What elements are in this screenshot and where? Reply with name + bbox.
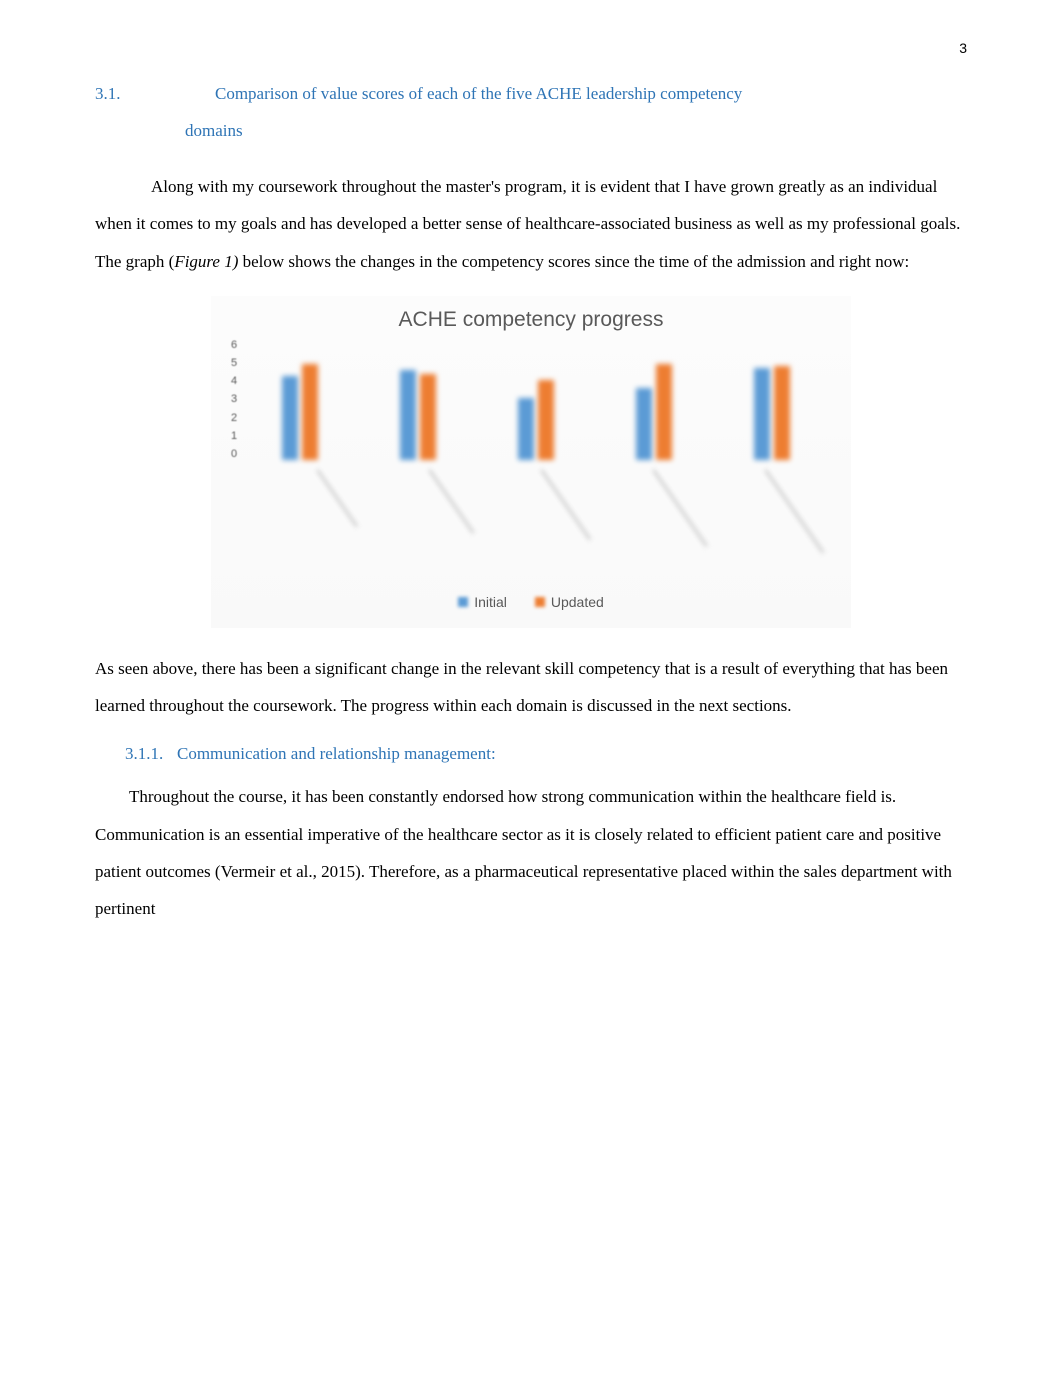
- paragraph-1: Along with my coursework throughout the …: [95, 168, 967, 280]
- x-axis-label-blurred: [428, 469, 475, 535]
- chart-title: ACHE competency progress: [231, 308, 831, 332]
- legend-swatch: [535, 597, 545, 607]
- legend-item: Initial: [458, 594, 507, 610]
- bar-group: [518, 380, 554, 460]
- subsection-title: Communication and relationship managemen…: [177, 744, 496, 763]
- legend-item: Updated: [535, 594, 604, 610]
- paragraph-3: Throughout the course, it has been const…: [95, 778, 967, 928]
- y-axis-tick: 3: [231, 394, 237, 405]
- figure-reference: Figure 1): [174, 252, 238, 271]
- chart-plot-area: 0 1 2 3 4 5 6: [231, 340, 831, 460]
- section-heading-3-1: 3.1.Comparison of value scores of each o…: [125, 75, 967, 150]
- bar-group: [282, 364, 318, 460]
- legend-label: Updated: [551, 594, 604, 610]
- bar-group: [400, 370, 436, 460]
- chart-y-axis: 0 1 2 3 4 5 6: [231, 340, 241, 460]
- section-number: 3.1.: [125, 75, 215, 112]
- section-title-line1: Comparison of value scores of each of th…: [215, 84, 742, 103]
- y-axis-tick: 4: [231, 376, 237, 387]
- x-axis-label-blurred: [316, 469, 359, 528]
- subsection-heading-3-1-1: 3.1.1.Communication and relationship man…: [95, 735, 967, 772]
- bar-updated: [302, 364, 318, 460]
- paragraph-2: As seen above, there has been a signific…: [95, 650, 967, 725]
- chart-bars-area: [241, 340, 831, 460]
- bar-updated: [656, 364, 672, 460]
- y-axis-tick: 6: [231, 340, 237, 351]
- y-axis-tick: 5: [231, 358, 237, 369]
- bar-initial: [754, 368, 770, 460]
- page-number: 3: [959, 40, 967, 56]
- bar-initial: [282, 376, 298, 460]
- x-axis-label-blurred: [540, 469, 592, 541]
- chart-x-labels-area: [231, 460, 831, 590]
- legend-label: Initial: [474, 594, 507, 610]
- bar-updated: [420, 374, 436, 460]
- bar-updated: [774, 366, 790, 460]
- y-axis-tick: 0: [231, 449, 237, 460]
- y-axis-tick: 1: [231, 431, 237, 442]
- paragraph-1-text-b: below shows the changes in the competenc…: [238, 252, 909, 271]
- bar-initial: [636, 388, 652, 460]
- section-title-line2: domains: [215, 112, 967, 149]
- bar-updated: [538, 380, 554, 460]
- bar-initial: [518, 398, 534, 460]
- chart-legend: Initial Updated: [231, 594, 831, 610]
- y-axis-tick: 2: [231, 413, 237, 424]
- subsection-number: 3.1.1.: [125, 735, 177, 772]
- x-axis-label-blurred: [764, 469, 825, 554]
- bar-group: [754, 366, 790, 460]
- bar-initial: [400, 370, 416, 460]
- bar-group: [636, 364, 672, 460]
- chart-container: ACHE competency progress 0 1 2 3 4 5 6 Initial…: [211, 296, 851, 628]
- x-axis-label-blurred: [652, 469, 708, 548]
- legend-swatch: [458, 597, 468, 607]
